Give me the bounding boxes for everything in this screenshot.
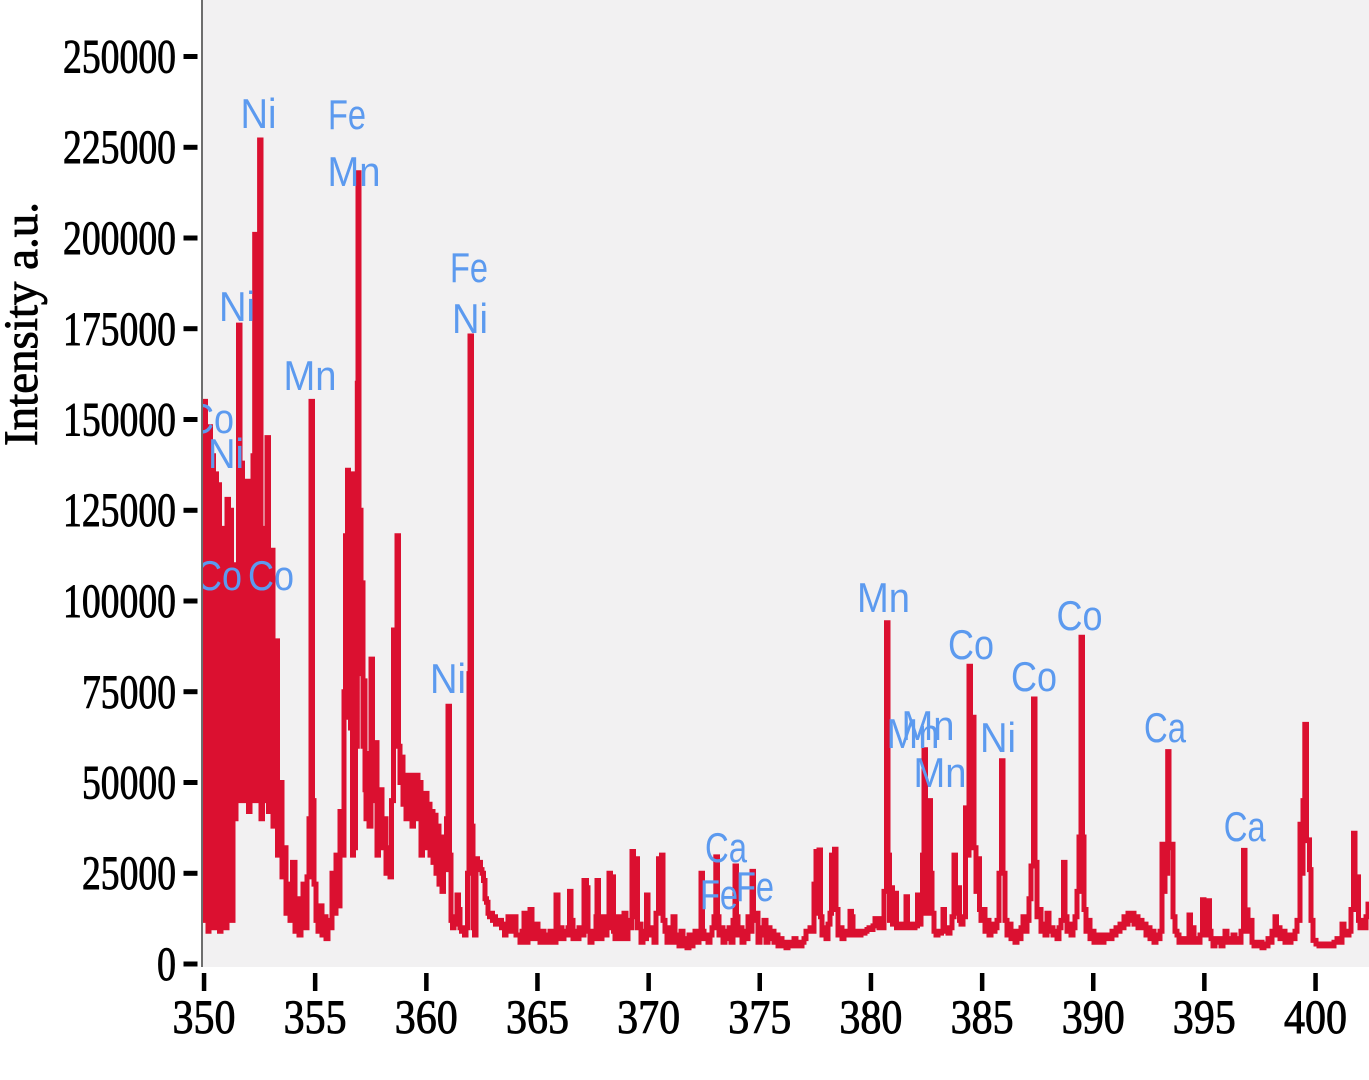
svg-text:125000: 125000 [63, 484, 176, 537]
svg-text:350: 350 [173, 991, 236, 1044]
svg-text:175000: 175000 [63, 303, 176, 356]
svg-text:Ni: Ni [980, 714, 1016, 761]
svg-text:Mn: Mn [328, 148, 381, 195]
svg-text:360: 360 [395, 991, 458, 1044]
svg-text:375: 375 [728, 991, 791, 1044]
svg-text:365: 365 [506, 991, 569, 1044]
svg-text:Ca: Ca [705, 824, 747, 871]
svg-text:400: 400 [1284, 991, 1347, 1044]
svg-text:Ca: Ca [1224, 803, 1266, 850]
svg-text:Co: Co [188, 395, 234, 442]
svg-text:390: 390 [1062, 991, 1125, 1044]
svg-text:Co: Co [1011, 653, 1057, 700]
svg-text:Ni: Ni [208, 430, 244, 477]
svg-text:Ni: Ni [219, 283, 255, 330]
svg-text:200000: 200000 [63, 212, 176, 265]
svg-text:0: 0 [157, 938, 176, 991]
svg-text:Mn: Mn [902, 702, 955, 749]
svg-text:Intensity a.u.: Intensity a.u. [0, 202, 48, 446]
svg-text:Fe: Fe [450, 244, 488, 291]
svg-text:Co: Co [196, 552, 242, 599]
svg-text:370: 370 [617, 991, 680, 1044]
svg-text:Fe: Fe [700, 871, 738, 918]
svg-text:150000: 150000 [63, 394, 176, 447]
svg-text:380: 380 [839, 991, 902, 1044]
svg-text:Ni: Ni [241, 90, 277, 137]
svg-text:355: 355 [284, 991, 347, 1044]
svg-text:Ni: Ni [430, 655, 466, 702]
svg-text:25000: 25000 [82, 847, 176, 900]
svg-text:Mn: Mn [914, 749, 967, 796]
svg-text:Fe: Fe [736, 863, 774, 910]
svg-text:50000: 50000 [82, 757, 176, 810]
svg-text:395: 395 [1173, 991, 1236, 1044]
svg-text:Co: Co [948, 621, 994, 668]
svg-text:Ca: Ca [1144, 704, 1186, 751]
svg-text:Co: Co [1057, 592, 1103, 639]
svg-text:Ni: Ni [452, 295, 488, 342]
svg-text:100000: 100000 [63, 575, 176, 628]
svg-text:Mn: Mn [887, 710, 940, 757]
svg-text:Mn: Mn [284, 352, 337, 399]
svg-text:225000: 225000 [63, 121, 176, 174]
svg-text:Mn: Mn [857, 574, 910, 621]
svg-text:Fe: Fe [328, 91, 366, 138]
svg-text:385: 385 [951, 991, 1014, 1044]
svg-text:250000: 250000 [63, 31, 176, 84]
svg-text:75000: 75000 [82, 666, 176, 719]
svg-text:Co: Co [248, 552, 294, 599]
